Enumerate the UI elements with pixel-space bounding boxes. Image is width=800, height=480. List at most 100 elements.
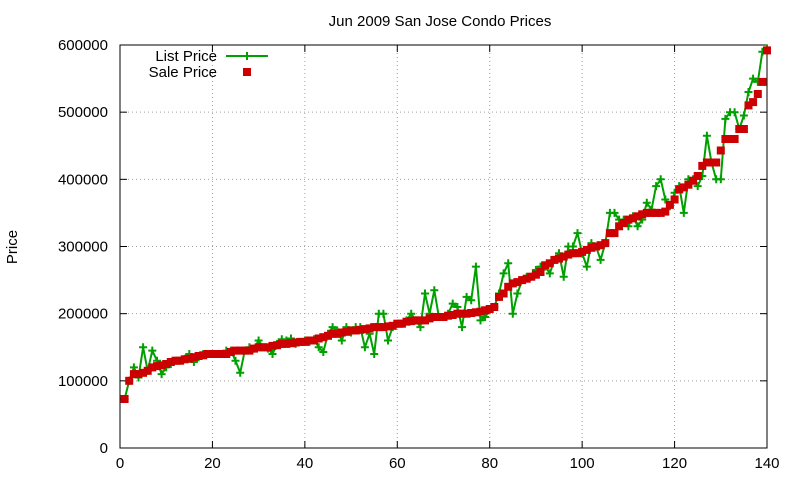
sale-price-point [134, 370, 143, 379]
list-price-point [416, 323, 425, 332]
list-price-point [129, 363, 138, 372]
sale-price-point [739, 125, 748, 133]
list-price-point [157, 370, 166, 379]
sale-price-point [693, 172, 702, 180]
list-price-point [573, 229, 582, 238]
sale-price-point [314, 334, 323, 343]
sale-price-point [458, 309, 466, 318]
sale-price-point [397, 319, 406, 328]
sale-price-point [411, 316, 420, 325]
list-price-point [448, 299, 457, 308]
list-price-point [314, 343, 323, 352]
sale-price-point [430, 313, 439, 321]
sale-price-point [485, 305, 494, 313]
legend-label-list-price: List Price [155, 48, 217, 65]
y-tick-label: 0 [100, 440, 108, 457]
list-price-point [679, 208, 688, 217]
sale-price-point [282, 339, 291, 348]
sale-price-point [476, 307, 485, 316]
list-price-point [661, 195, 670, 204]
list-price-point [656, 175, 665, 184]
sale-price-point [300, 337, 309, 346]
sale-price-point [425, 314, 434, 323]
list-price-point [139, 343, 148, 352]
list-price-point [652, 182, 661, 191]
list-price-point [148, 346, 157, 355]
sale-price-point [199, 351, 208, 360]
list-price-point [462, 292, 471, 301]
sale-price-point [157, 361, 166, 370]
sale-price-point [656, 208, 665, 217]
sale-price-point [374, 323, 383, 332]
sale-price-point [605, 229, 614, 238]
sale-price-point [162, 360, 171, 368]
list-price-point [268, 350, 277, 358]
sale-price-point [504, 282, 513, 291]
sale-price-point [360, 325, 369, 334]
list-price-point [559, 272, 568, 281]
sale-price-point [296, 337, 305, 346]
list-price-point [499, 269, 508, 278]
list-price-point [337, 336, 346, 345]
list-price-point [582, 262, 591, 271]
sale-price-point [624, 215, 633, 224]
sale-price-point [495, 292, 503, 301]
sale-price-point [319, 333, 328, 342]
sale-price-point [245, 346, 254, 355]
list-price-point [476, 316, 485, 325]
sale-price-point [652, 208, 661, 217]
sale-price-point [139, 368, 148, 377]
sale-price-point [592, 242, 600, 251]
sale-price-point [328, 329, 337, 338]
sale-price-point [384, 322, 392, 331]
sale-price-point [185, 354, 194, 363]
sale-price-point [310, 336, 319, 345]
x-tick-label: 140 [754, 455, 779, 472]
sale-price-point [536, 268, 545, 276]
x-tick-label: 60 [389, 455, 406, 472]
sale-price-point [522, 274, 531, 283]
sale-price-point [638, 210, 647, 219]
series-sale-price [120, 46, 771, 403]
legend: List Price Sale Price [149, 48, 268, 81]
list-price-point [236, 368, 245, 377]
sale-price-point [578, 247, 587, 256]
sale-price-point [555, 254, 563, 263]
sale-price-point [217, 350, 226, 358]
list-price-point [730, 108, 739, 117]
list-price-point [471, 262, 480, 271]
sale-price-point [629, 214, 637, 223]
sale-price-point [684, 180, 693, 189]
sale-price-point [356, 325, 365, 334]
sale-price-point [153, 362, 161, 371]
list-price-point [467, 296, 476, 305]
sale-price-point [208, 350, 217, 358]
sale-price-point [490, 303, 499, 311]
sale-price-point [333, 329, 342, 338]
sale-price-point [564, 250, 573, 259]
list-price-point [453, 303, 462, 311]
list-price-point [254, 336, 263, 345]
sale-price-point [453, 309, 462, 318]
legend-label-sale-price: Sale Price [149, 64, 217, 81]
sale-price-point [434, 313, 443, 321]
sale-price-point [268, 341, 277, 350]
sale-price-point [758, 77, 767, 86]
sale-price-point [388, 321, 397, 330]
y-tick-label: 300000 [58, 239, 108, 256]
list-price-point [693, 182, 702, 191]
sale-price-point [166, 358, 175, 366]
sale-price-point [508, 279, 517, 288]
legend-swatch-list-price-marker [243, 52, 251, 60]
sale-price-point [568, 249, 577, 258]
legend-swatch-sale-price-marker [243, 68, 251, 76]
list-price-point [379, 309, 388, 318]
x-tick-label: 120 [662, 455, 687, 472]
tick-labels: 0 20 40 60 80 100 120 140 0 100000 200000 300000 400… [58, 37, 780, 472]
sale-price-point [171, 356, 180, 365]
sale-price-point [619, 219, 628, 227]
y-tick-label: 100000 [58, 373, 108, 390]
sale-price-point [259, 343, 268, 352]
sale-price-point [499, 289, 508, 298]
